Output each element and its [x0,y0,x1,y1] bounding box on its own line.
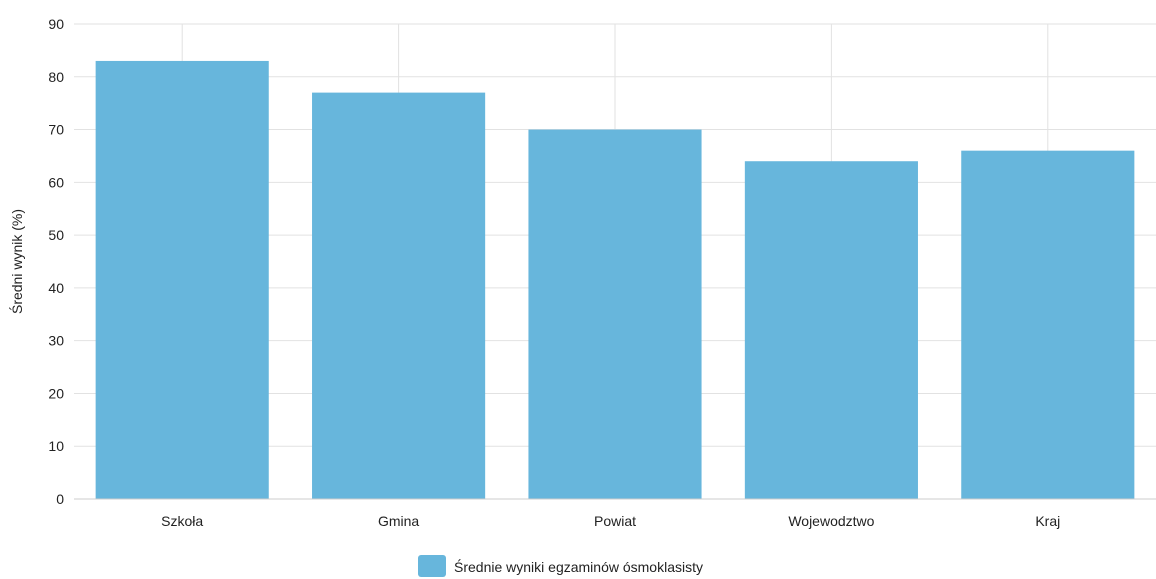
y-tick-label: 70 [48,122,64,138]
bar[interactable] [95,60,269,499]
y-tick-label: 40 [48,280,64,296]
y-tick-label: 10 [48,438,64,454]
y-tick-label: 50 [48,227,64,243]
y-tick-label: 90 [48,16,64,32]
y-tick-label: 30 [48,333,64,349]
x-tick-label: Powiat [594,513,636,529]
legend-swatch[interactable] [418,555,446,577]
x-tick-label: Wojewodztwo [788,513,874,529]
bar[interactable] [528,129,702,500]
y-tick-label: 80 [48,69,64,85]
legend-label[interactable]: Średnie wyniki egzaminów ósmoklasisty [454,558,703,575]
bars [95,60,1135,500]
x-tick-label: Szkoła [161,513,203,529]
y-axis-title: Średni wynik (%) [8,209,25,314]
y-axis-ticks: 0 10 20 30 40 50 60 70 80 90 [48,16,64,507]
x-tick-label: Gmina [378,513,419,529]
legend[interactable]: Średnie wyniki egzaminów ósmoklasisty [418,555,703,577]
y-tick-label: 20 [48,385,64,401]
x-axis-ticks: Szkoła Gmina Powiat Wojewodztwo Kraj [161,513,1060,529]
x-tick-label: Kraj [1035,513,1060,529]
bar[interactable] [312,92,486,499]
y-tick-label: 0 [56,491,64,507]
bar[interactable] [961,150,1135,499]
y-tick-label: 60 [48,174,64,190]
bar[interactable] [744,161,918,499]
